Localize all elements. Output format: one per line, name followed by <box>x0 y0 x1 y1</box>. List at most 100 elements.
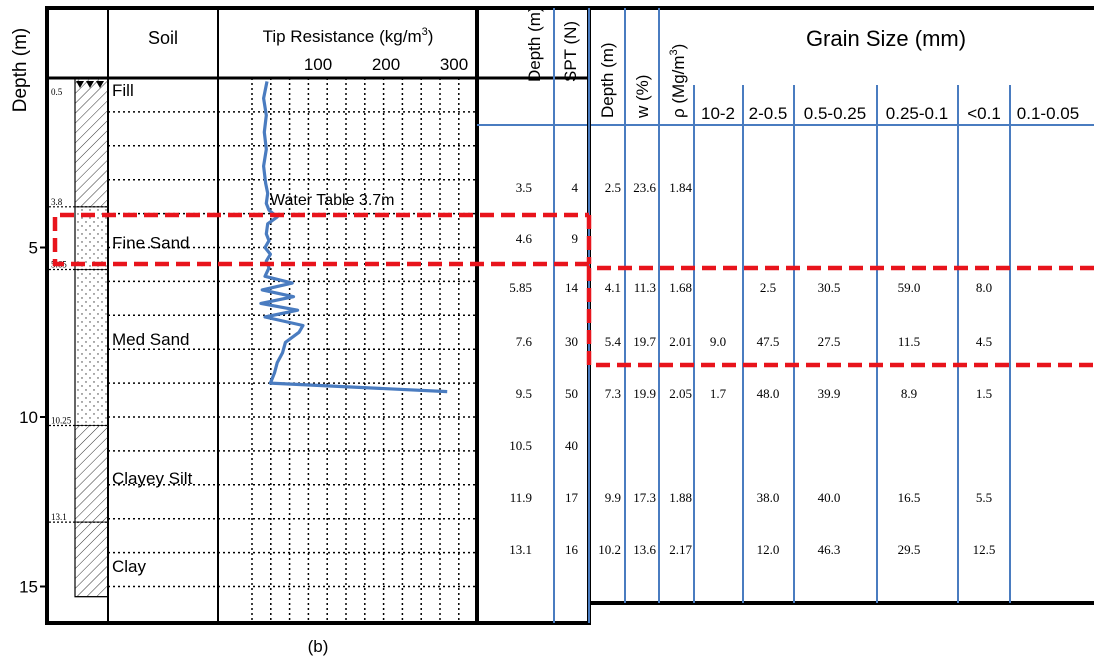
boring-log-panel: Depth (m) 5 10 15 Soil Tip Resistance (kg/… <box>10 6 591 656</box>
grain-size-col-header: <0.1 <box>967 104 1001 123</box>
layer-name-label: Fill <box>112 81 134 100</box>
table-cell: 47.5 <box>757 334 780 349</box>
stratum-depth-label: 10.25 <box>51 415 72 425</box>
table-cell: 9 <box>572 231 579 246</box>
table-cell: 50 <box>565 386 578 401</box>
table-cell: 23.6 <box>633 180 656 195</box>
table-cell: 14 <box>565 280 579 295</box>
table-cell: 8.0 <box>976 280 992 295</box>
table-cell: 46.3 <box>818 542 841 557</box>
water-table-marker <box>96 81 104 88</box>
table-cell: 5.5 <box>976 490 992 505</box>
spt-header: SPT (N) <box>561 21 580 82</box>
table-cell: 3.5 <box>516 180 532 195</box>
table-cell: 2.5 <box>760 280 776 295</box>
soil-header: Soil <box>148 28 178 48</box>
tip-resistance-profile <box>259 81 448 394</box>
table-rows: 3.5 4 2.5 23.6 1.84 4.6 9 5.85 14 4.1 11.3 1.68 2.5 3… <box>509 180 995 557</box>
table-cell: 13.6 <box>633 542 656 557</box>
figure-caption: (b) <box>308 637 329 656</box>
depth-tick-label: 5 <box>29 239 38 258</box>
layer-name-label: Clayey Silt <box>112 469 193 488</box>
grain-size-col-header: 10-2 <box>701 104 735 123</box>
tip-resistance-ticks: 100 200 300 <box>304 55 468 74</box>
table-cell: 2.17 <box>669 542 692 557</box>
table-cell: 2.05 <box>669 386 692 401</box>
table-cell: 30.5 <box>818 280 841 295</box>
density-header: ρ (Mg/m3) <box>668 44 688 118</box>
water-table-marker <box>86 81 94 88</box>
grain-size-col-header: 0.1-0.05 <box>1017 104 1079 123</box>
table-cell: 59.0 <box>898 280 921 295</box>
table-cell: 7.3 <box>605 386 621 401</box>
table-cell: 4.5 <box>976 334 992 349</box>
table-cell: 16.5 <box>898 490 921 505</box>
layer-name-label: Fine Sand <box>112 233 190 252</box>
grain-size-col-header: 0.25-0.1 <box>886 104 948 123</box>
table-cell: 7.6 <box>516 334 533 349</box>
medium-sand-highlight <box>586 265 1094 368</box>
table-cell: 5.85 <box>509 280 532 295</box>
depth-header: Depth (m) <box>525 6 544 82</box>
depth-tick-label: 10 <box>19 408 38 427</box>
table-cell: 8.9 <box>901 386 917 401</box>
table-cell: 19.7 <box>633 334 656 349</box>
table-cell: 4.1 <box>605 280 621 295</box>
depth-axis-label: Depth (m) <box>10 28 31 112</box>
layer-name-label: Med Sand <box>112 330 190 349</box>
table-cell: 29.5 <box>898 542 921 557</box>
table-cell: 30 <box>565 334 578 349</box>
table-cell: 40 <box>565 438 578 453</box>
table-cell: 11.5 <box>898 334 920 349</box>
water-content-header: w (%) <box>633 75 652 119</box>
grain-size-col-header: 0.5-0.25 <box>804 104 866 123</box>
layer-name-label: Clay <box>112 557 147 576</box>
table-cell: 40.0 <box>818 490 841 505</box>
table-cell: 17.3 <box>633 490 656 505</box>
table-cell: 17 <box>565 490 579 505</box>
water-table-marker <box>76 81 84 88</box>
table-cell: 5.4 <box>605 334 622 349</box>
table-cell: 12.5 <box>973 542 996 557</box>
table-cell: 4 <box>572 180 579 195</box>
depth-tick-label: 15 <box>19 578 38 597</box>
stratum-fill <box>74 269 109 426</box>
layer-labels: Fill Fine Sand Med Sand Clayey Silt Clay <box>112 81 193 576</box>
table-cell: 13.1 <box>509 542 532 557</box>
table-cell: 2.01 <box>669 334 692 349</box>
table-cell: 1.5 <box>976 386 992 401</box>
grain-size-column-headers: 10-2 2-0.5 0.5-0.25 0.25-0.1 <0.1 0.1-0.05 <box>701 104 1079 123</box>
table-cell: 19.9 <box>633 386 656 401</box>
table-cell: 38.0 <box>757 490 780 505</box>
table-cell: 11.3 <box>634 280 656 295</box>
grain-size-col-header: 2-0.5 <box>749 104 788 123</box>
stratum-fill <box>74 424 109 523</box>
table-cell: 48.0 <box>757 386 780 401</box>
stratum-fill <box>74 77 109 208</box>
fine-sand-highlight <box>52 212 592 267</box>
table-column-lines <box>553 8 1011 623</box>
water-table-label: Water Table 3.7m <box>270 192 395 209</box>
table-cell: 9.0 <box>710 334 726 349</box>
tip-tick-label: 100 <box>304 55 332 74</box>
table-cell: 16 <box>565 542 579 557</box>
table-cell: 1.88 <box>669 490 692 505</box>
tip-tick-label: 200 <box>372 55 400 74</box>
table-cell: 1.68 <box>669 280 692 295</box>
tip-resistance-header: Tip Resistance (kg/m3) <box>263 26 434 46</box>
stratum-depth-label: 3.8 <box>51 197 63 207</box>
table-cell: 10.5 <box>509 438 532 453</box>
table-cell: 9.5 <box>516 386 532 401</box>
table-cell: 2.5 <box>605 180 621 195</box>
grain-size-header: Grain Size (mm) <box>806 26 966 51</box>
table-cell: 27.5 <box>818 334 841 349</box>
table-cell: 1.7 <box>710 386 727 401</box>
soil-test-table: Depth (m) SPT (N) Depth (m) w (%) ρ (Mg/… <box>477 6 1094 623</box>
depth-axis-ticks: 5 10 15 <box>19 239 47 597</box>
table-cell: 4.6 <box>516 231 533 246</box>
stratum-depth-label: 0.5 <box>51 87 63 97</box>
table-cell: 1.84 <box>669 180 692 195</box>
table-cell: 39.9 <box>818 386 841 401</box>
